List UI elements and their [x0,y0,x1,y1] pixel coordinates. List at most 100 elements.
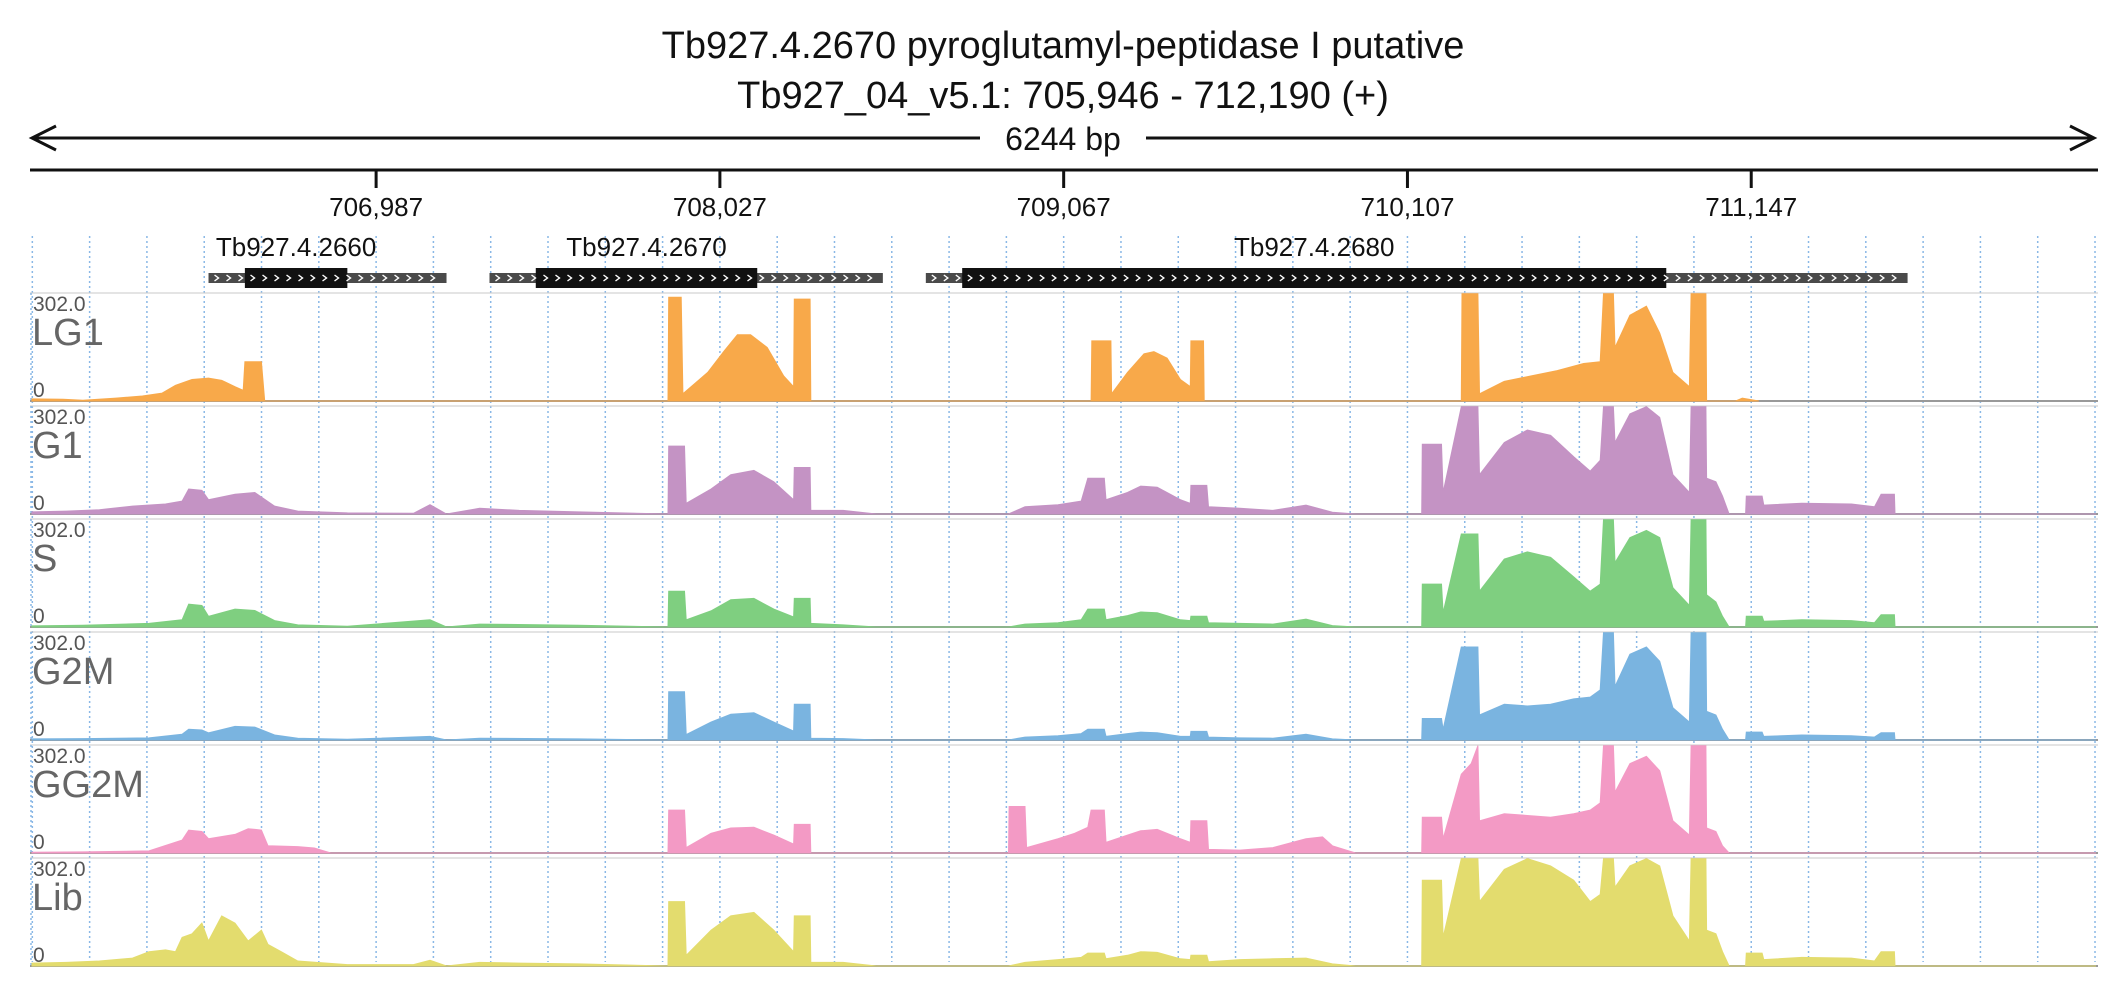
strand-arrow [1651,274,1657,282]
strand-arrow [1627,274,1633,282]
strand-arrow [687,274,693,282]
strand-arrow [310,274,316,282]
strand-arrow [699,274,705,282]
strand-arrow [274,274,280,282]
strand-arrow [1723,274,1729,282]
track-name: S [32,538,57,580]
track-name: G2M [32,651,114,693]
strand-arrow [1771,274,1777,282]
strand-arrow [843,274,849,282]
strand-arrow [1891,274,1897,282]
strand-arrow [1747,274,1753,282]
strand-arrow [406,274,412,282]
strand-arrow [1819,274,1825,282]
strand-arrow [759,274,765,282]
strand-arrow [394,274,400,282]
strand-arrow [250,274,256,282]
strand-arrow [1423,274,1429,282]
strand-arrow [1519,274,1525,282]
strand-arrow [1099,274,1105,282]
strand-arrow [1255,274,1261,282]
strand-arrow [519,274,525,282]
strand-arrow [639,274,645,282]
strand-arrow [1219,274,1225,282]
strand-arrow [567,274,573,282]
strand-arrow [1243,274,1249,282]
strand-arrow [819,274,825,282]
strand-arrow [1567,274,1573,282]
strand-arrow [783,274,789,282]
strand-arrow [627,274,633,282]
strand-arrow [1579,274,1585,282]
track-min-label: 0 [33,831,45,854]
strand-arrow [1375,274,1381,282]
strand-arrow [298,274,304,282]
strand-arrow [1039,274,1045,282]
strand-arrow [747,274,753,282]
strand-arrow [1867,274,1873,282]
coverage-area [31,745,2096,854]
track-min-label: 0 [33,379,45,402]
strand-arrow [1843,274,1849,282]
strand-arrow [334,274,340,282]
track-name: Lib [32,877,83,919]
track-min-label: 0 [33,944,45,967]
strand-arrow [1699,274,1705,282]
x-tick-label: 710,107 [1360,192,1454,222]
strand-arrow [370,274,376,282]
strand-arrow [979,274,985,282]
track-max-label: 302.0 [33,745,86,768]
strand-arrow [603,274,609,282]
strand-arrow [1015,274,1021,282]
strand-arrow [1495,274,1501,282]
strand-arrow [955,274,961,282]
strand-arrow [1351,274,1357,282]
strand-arrow [1543,274,1549,282]
strand-arrow [675,274,681,282]
strand-arrow [382,274,388,282]
x-tick-label: 708,027 [673,192,767,222]
strand-arrow [1831,274,1837,282]
strand-arrow [214,274,220,282]
strand-arrow [1399,274,1405,282]
strand-arrow [991,274,997,282]
strand-arrow [1159,274,1165,282]
x-tick-label: 711,147 [1705,192,1797,222]
strand-arrow [1447,274,1453,282]
strand-arrow [1051,274,1057,282]
gene-cds [962,268,1667,288]
track-min-label: 0 [33,718,45,741]
gene-cds [535,268,758,288]
strand-arrow [1855,274,1861,282]
gene-label: Tb927.4.2660 [216,232,376,262]
span-arrow: 6244 bp [28,118,2098,158]
track-min-label: 0 [33,605,45,628]
strand-arrow [735,274,741,282]
strand-arrow [1327,274,1333,282]
strand-arrow [531,274,537,282]
strand-arrow [1123,274,1129,282]
strand-arrow [867,274,873,282]
track-name: GG2M [32,764,144,806]
strand-arrow [1087,274,1093,282]
gene-cds [244,268,348,288]
strand-arrow [1783,274,1789,282]
strand-arrow [226,274,232,282]
strand-arrow [723,274,729,282]
track-max-label: 302.0 [33,406,86,429]
strand-arrow [1027,274,1033,282]
strand-arrow [418,274,424,282]
track-name: LG1 [32,312,104,354]
strand-arrow [1879,274,1885,282]
strand-arrow [1207,274,1213,282]
strand-arrow [1195,274,1201,282]
strand-arrow [1555,274,1561,282]
strand-arrow [1171,274,1177,282]
strand-arrow [1471,274,1477,282]
strand-arrow [1231,274,1237,282]
strand-arrow [1315,274,1321,282]
chart-title: Tb927.4.2670 pyroglutamyl-peptidase I pu… [662,25,1465,67]
strand-arrow [1807,274,1813,282]
strand-arrow [286,274,292,282]
